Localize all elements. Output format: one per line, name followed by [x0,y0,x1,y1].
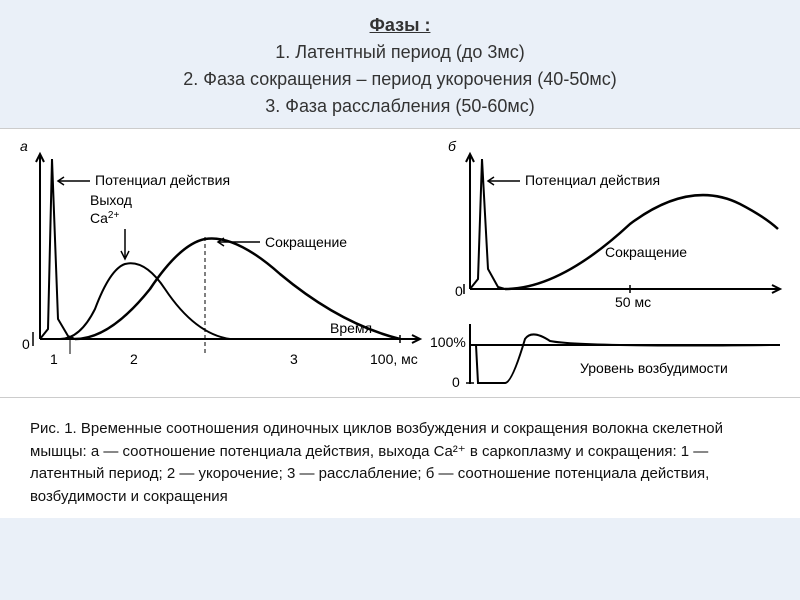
chart-a-phase-3: 3 [290,351,298,367]
chart-a-phase-1: 1 [50,351,58,367]
chart-a-tick-0: 0 [22,336,30,352]
chart-b-100pct: 100% [430,334,466,350]
chart-a-time-label: Время [330,320,372,336]
chart-a-contraction-label: Сокращение [265,234,347,250]
chart-b-svg: б 0 Потенциал действия Сокращение 50 мс [430,129,800,399]
chart-a-action-potential [40,159,75,339]
header-block: Фазы : 1. Латентный период (до 3мс) 2. Ф… [0,0,800,128]
phase-line-1: 1. Латентный период (до 3мс) [275,42,524,62]
chart-a-ca-species: Ca2+ [90,210,119,226]
chart-a-phase-2: 2 [130,351,138,367]
chart-b-action-potential [470,159,505,289]
chart-b-tick-50: 50 мс [615,294,651,310]
chart-a-tick-100: 100, мс [370,351,418,367]
figure-caption: Рис. 1. Временные соотношения одиночных … [0,398,800,518]
phase-line-3: 3. Фаза расслабления (50-60мс) [265,96,534,116]
chart-b-tick-0-top: 0 [455,283,463,299]
chart-a-svg: а 0 1 2 3 100, мс [0,129,430,399]
panel-letter-b: б [448,138,457,154]
chart-panel-a: а 0 1 2 3 100, мс [0,129,430,397]
chart-panel-b: б 0 Потенциал действия Сокращение 50 мс [430,129,800,397]
title: Фазы : [370,15,431,35]
chart-a-ca-prefix: Выход [90,192,132,208]
panel-letter-a: а [20,138,28,154]
caption-text: Рис. 1. Временные соотношения одиночных … [30,420,723,505]
chart-b-excitability-label: Уровень возбудимости [580,360,728,376]
chart-b-contraction-label: Сокращение [605,244,687,260]
charts-container: а 0 1 2 3 100, мс [0,128,800,398]
phase-line-2: 2. Фаза сокращения – период укорочения (… [183,69,616,89]
chart-b-contraction-curve [505,195,778,289]
chart-a-ap-label: Потенциал действия [95,172,230,188]
chart-b-ap-label: Потенциал действия [525,172,660,188]
chart-b-0: 0 [452,374,460,390]
